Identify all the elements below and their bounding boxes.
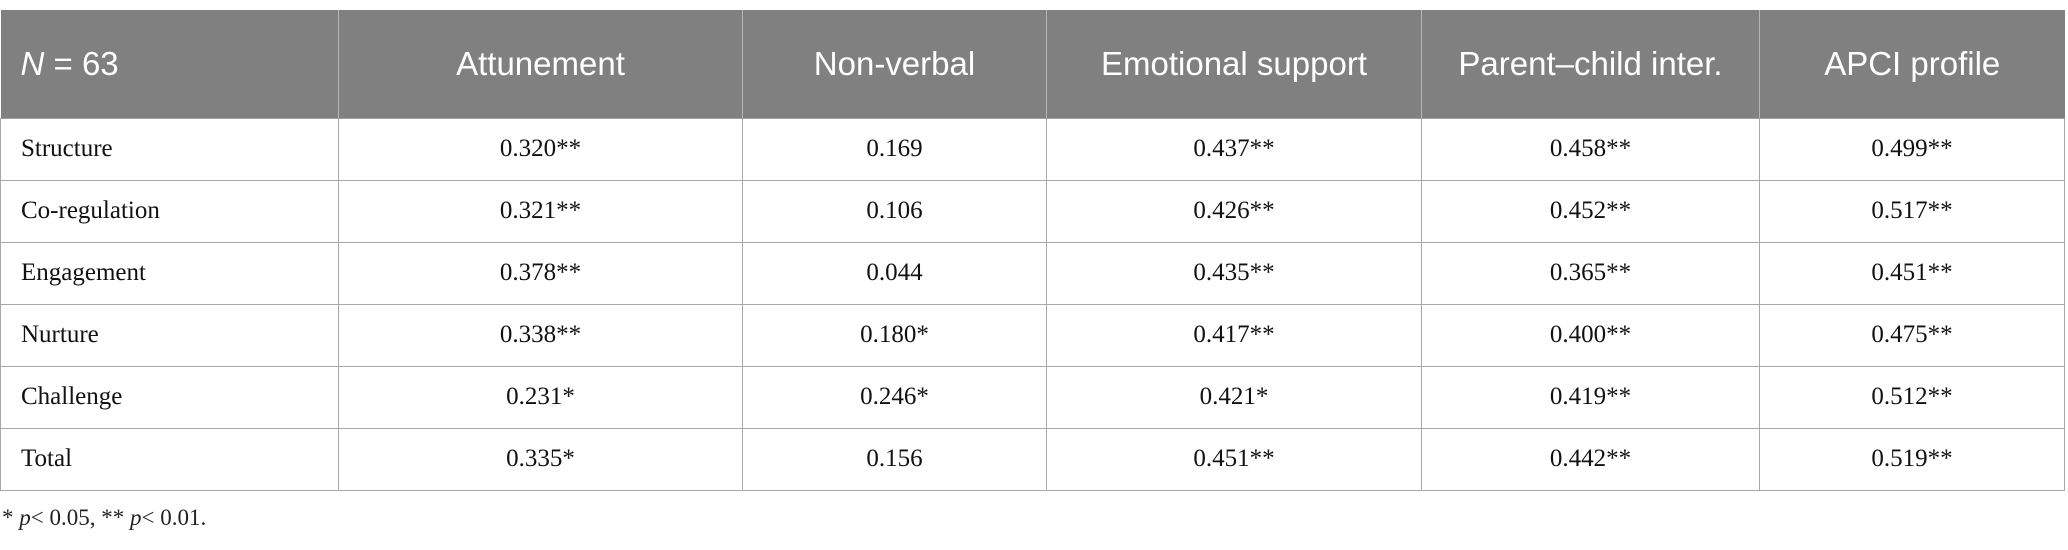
table-row: Challenge 0.231* 0.246* 0.421* 0.419** 0… [0, 366, 2065, 429]
table-cell: 0.421* [1046, 366, 1422, 429]
row-label: Engagement [0, 242, 339, 305]
table-cell: 0.321** [338, 180, 743, 243]
table-cell: 0.378** [338, 242, 743, 305]
table-cell: 0.106 [742, 180, 1047, 243]
table-cell: 0.451** [1046, 428, 1422, 491]
n-value: = 63 [44, 44, 119, 82]
table-row: Nurture 0.338** 0.180* 0.417** 0.400** 0… [0, 304, 2065, 367]
row-label: Co-regulation [0, 180, 339, 243]
table-cell: 0.320** [338, 118, 743, 181]
footnote-text-2: < 0.01. [141, 505, 207, 530]
table-footnote: * p< 0.05, ** p< 0.01. [2, 505, 206, 531]
table-cell: 0.452** [1421, 180, 1760, 243]
table-cell: 0.517** [1759, 180, 2065, 243]
table-cell: 0.231* [338, 366, 743, 429]
header-sample-size: N = 63 [0, 10, 339, 119]
table-cell: 0.451** [1759, 242, 2065, 305]
table-row: Total 0.335* 0.156 0.451** 0.442** 0.519… [0, 428, 2065, 491]
header-emotional-support: Emotional support [1046, 10, 1422, 119]
row-label: Challenge [0, 366, 339, 429]
header-row: N = 63 Attunement Non-verbal Emotional s… [0, 10, 2065, 119]
footnote-text-1: < 0.05, ** [30, 505, 130, 530]
table-cell: 0.419** [1421, 366, 1760, 429]
table-cell: 0.475** [1759, 304, 2065, 367]
table-cell: 0.338** [338, 304, 743, 367]
header-parent-child-inter: Parent–child inter. [1421, 10, 1760, 119]
table-cell: 0.335* [338, 428, 743, 491]
table-cell: 0.435** [1046, 242, 1422, 305]
row-label: Total [0, 428, 339, 491]
table-row: Structure 0.320** 0.169 0.437** 0.458** … [0, 118, 2065, 181]
row-label: Structure [0, 118, 339, 181]
table-cell: 0.437** [1046, 118, 1422, 181]
header-non-verbal: Non-verbal [742, 10, 1047, 119]
table-cell: 0.519** [1759, 428, 2065, 491]
header-attunement: Attunement [338, 10, 743, 119]
footnote-p-2: p [129, 505, 142, 530]
n-symbol: N [20, 44, 45, 82]
table-row: Engagement 0.378** 0.044 0.435** 0.365**… [0, 242, 2065, 305]
table-cell: 0.400** [1421, 304, 1760, 367]
correlation-table: N = 63 Attunement Non-verbal Emotional s… [0, 10, 2065, 491]
table-cell: 0.169 [742, 118, 1047, 181]
row-label: Nurture [0, 304, 339, 367]
table-cell: 0.512** [1759, 366, 2065, 429]
footnote-p-1: p [19, 505, 31, 530]
table-cell: 0.426** [1046, 180, 1422, 243]
table-cell: 0.442** [1421, 428, 1760, 491]
table-cell: 0.417** [1046, 304, 1422, 367]
table-row: Co-regulation 0.321** 0.106 0.426** 0.45… [0, 180, 2065, 243]
correlation-table-container: N = 63 Attunement Non-verbal Emotional s… [0, 10, 2065, 491]
table-cell: 0.156 [742, 428, 1047, 491]
table-cell: 0.365** [1421, 242, 1760, 305]
table-cell: 0.246* [742, 366, 1047, 429]
table-cell: 0.044 [742, 242, 1047, 305]
header-apci-profile: APCI profile [1759, 10, 2065, 119]
table-cell: 0.499** [1759, 118, 2065, 181]
footnote-mark-1: * [2, 505, 20, 530]
table-cell: 0.180* [742, 304, 1047, 367]
table-cell: 0.458** [1421, 118, 1760, 181]
